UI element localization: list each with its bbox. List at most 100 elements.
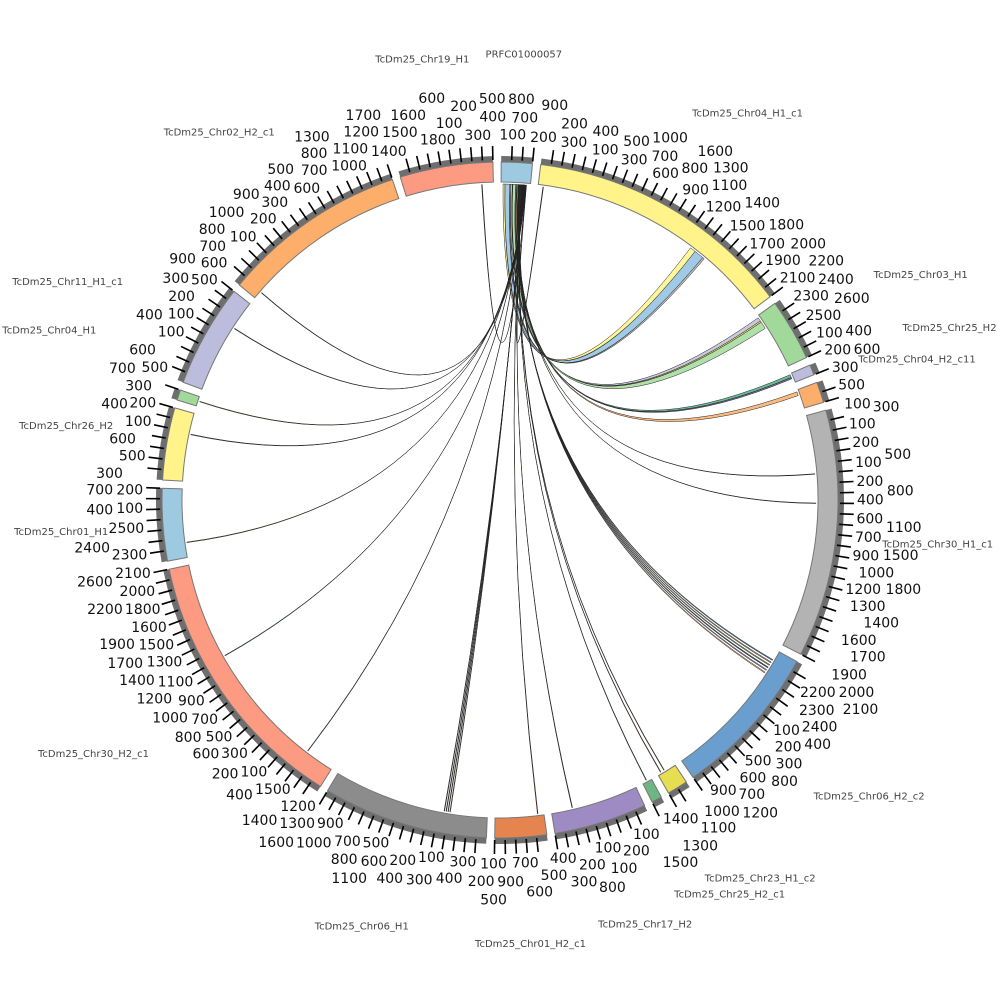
tick-mark [830, 415, 845, 421]
link-ribbon [518, 184, 662, 773]
tick-mark [625, 815, 633, 830]
tick-label: 500 [141, 360, 168, 376]
tick-label: 300 [261, 195, 288, 211]
tick-label: 300 [221, 746, 248, 762]
segment[interactable] [500, 146, 535, 185]
tick-label: 600 [418, 91, 445, 107]
tick-mark [678, 198, 687, 212]
segment[interactable] [233, 164, 400, 299]
segment[interactable] [164, 384, 200, 407]
link-ribbon [516, 184, 573, 808]
segment[interactable] [757, 299, 822, 367]
tick-label: 100 [241, 764, 268, 780]
segment-arc[interactable] [238, 178, 400, 299]
tick-label: 900 [710, 783, 737, 799]
segment-arc[interactable] [161, 487, 188, 562]
segment-arc[interactable] [399, 161, 494, 197]
tick-mark [621, 169, 629, 184]
segment-arc[interactable] [681, 651, 798, 779]
tick-mark [441, 835, 446, 850]
tick-mark [839, 523, 854, 527]
tick-label: 100 [436, 116, 463, 132]
tick-label: 200 [116, 482, 143, 498]
tick-label: 2100 [115, 566, 151, 582]
tick-label: 100 [499, 128, 526, 144]
segment[interactable] [493, 814, 548, 854]
tick-mark [838, 469, 853, 473]
tick-mark [275, 763, 286, 775]
segment-name-label: TcDm25_Chr30_H1_c1 [881, 540, 993, 551]
segment[interactable] [790, 362, 830, 383]
segment[interactable] [145, 486, 188, 563]
tick-mark [838, 533, 853, 538]
segment-arc[interactable] [797, 381, 825, 409]
tick-label: 300 [832, 360, 859, 376]
segment-arc[interactable] [551, 786, 646, 835]
tick-label: 1900 [831, 667, 867, 683]
tick-label: 1000 [652, 131, 688, 147]
tick-mark [168, 619, 183, 626]
segment-arc[interactable] [790, 364, 815, 383]
tick-label: 200 [250, 212, 277, 228]
tick-mark [388, 822, 395, 837]
segment[interactable] [398, 146, 494, 197]
tick-label: 1600 [131, 620, 167, 636]
tick-label: 200 [212, 766, 239, 782]
segment-name-label: TcDm25_Chr23_H1_c2 [704, 874, 816, 885]
tick-mark [355, 175, 364, 190]
segment[interactable] [171, 280, 251, 390]
tick-mark [289, 214, 300, 227]
segment-arc[interactable] [782, 409, 839, 655]
tick-mark [757, 269, 770, 280]
segment[interactable] [782, 408, 854, 663]
tick-label: 1800 [420, 133, 456, 149]
tick-label: 1500 [883, 548, 919, 564]
tick-mark [728, 237, 740, 250]
segment[interactable] [147, 402, 195, 482]
tick-label: 300 [406, 872, 433, 888]
tick-mark [147, 529, 162, 533]
segment[interactable] [153, 564, 332, 795]
tick-label: 1300 [147, 654, 183, 670]
segment[interactable] [551, 786, 648, 850]
segment-arc[interactable] [500, 161, 534, 185]
segment-name-label: TcDm25_Chr11_H1_c1 [11, 277, 123, 288]
tick-label: 400 [479, 110, 506, 126]
tick-label: 1600 [697, 144, 733, 160]
segment[interactable] [797, 380, 840, 409]
segment[interactable] [318, 772, 488, 854]
segment-arc[interactable] [657, 764, 687, 794]
segment[interactable] [642, 778, 665, 817]
tick-mark [153, 568, 168, 574]
tick-label: 900 [169, 252, 196, 268]
segment-arc[interactable] [494, 814, 548, 839]
segment-arc[interactable] [162, 407, 195, 482]
segment-arc[interactable] [326, 772, 488, 839]
tick-mark [756, 722, 768, 733]
tick-mark [726, 752, 738, 764]
tick-mark [186, 657, 200, 666]
segment-arc[interactable] [642, 778, 662, 803]
segment[interactable] [681, 651, 806, 791]
segment-arc[interactable] [537, 163, 771, 310]
segment[interactable] [537, 149, 784, 310]
tick-label: 400 [550, 851, 577, 867]
segment-tick-band [774, 299, 812, 358]
tick-mark [687, 204, 697, 217]
tick-mark [514, 839, 518, 854]
tick-label: 700 [109, 361, 136, 377]
segment-arc[interactable] [168, 564, 332, 788]
segment[interactable] [657, 764, 690, 808]
tick-label: 1400 [663, 811, 699, 827]
segment-arc[interactable] [176, 389, 200, 407]
segment-arc[interactable] [757, 302, 808, 367]
tick-mark [302, 781, 312, 795]
tick-mark [153, 424, 168, 429]
tick-label: 1600 [258, 835, 294, 851]
tick-label: 1100 [886, 520, 922, 536]
tick-mark [236, 726, 248, 738]
tick-mark [221, 280, 234, 291]
tick-mark [815, 625, 829, 633]
segment-arc[interactable] [182, 290, 251, 390]
tick-mark [591, 159, 598, 174]
